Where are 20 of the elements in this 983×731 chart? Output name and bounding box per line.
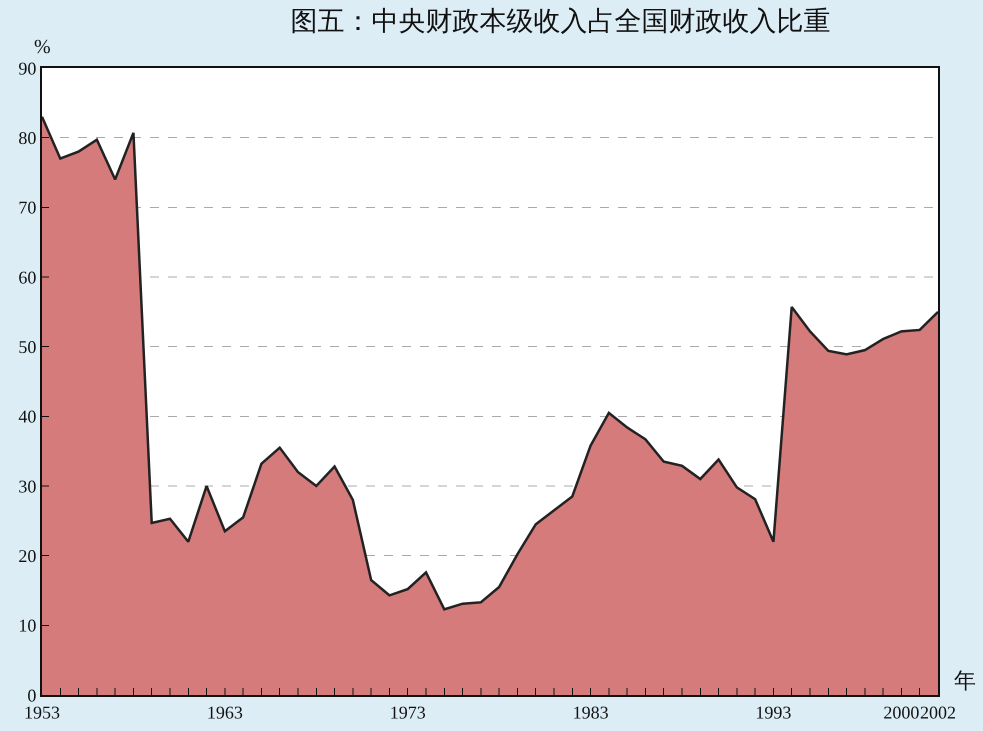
- y-tick-label: 10: [18, 616, 36, 636]
- y-tick-label: 0: [27, 685, 36, 706]
- y-tick-label: 80: [18, 128, 36, 148]
- x-tick-label: 1993: [755, 702, 792, 723]
- x-tick-label: 1973: [390, 702, 426, 723]
- x-axis-title: 年: [954, 668, 976, 693]
- x-tick-label: 2002: [920, 702, 956, 723]
- y-tick-label: 70: [18, 198, 36, 218]
- y-tick-label: 50: [18, 336, 36, 357]
- x-tick-label: 2000: [883, 702, 920, 723]
- x-tick-label: 1963: [206, 702, 243, 723]
- y-tick-label: 40: [18, 406, 36, 427]
- x-tick-label: 1983: [572, 702, 609, 723]
- y-tick-label: 20: [18, 546, 36, 566]
- y-tick-label: 60: [18, 267, 36, 288]
- y-tick-label: 30: [18, 476, 36, 496]
- chart-title: 图五：中央财政本级收入占全国财政收入比重: [290, 6, 830, 36]
- y-axis-title: %: [34, 36, 51, 58]
- x-tick-label: 1953: [24, 702, 60, 723]
- y-tick-label: 90: [18, 58, 36, 78]
